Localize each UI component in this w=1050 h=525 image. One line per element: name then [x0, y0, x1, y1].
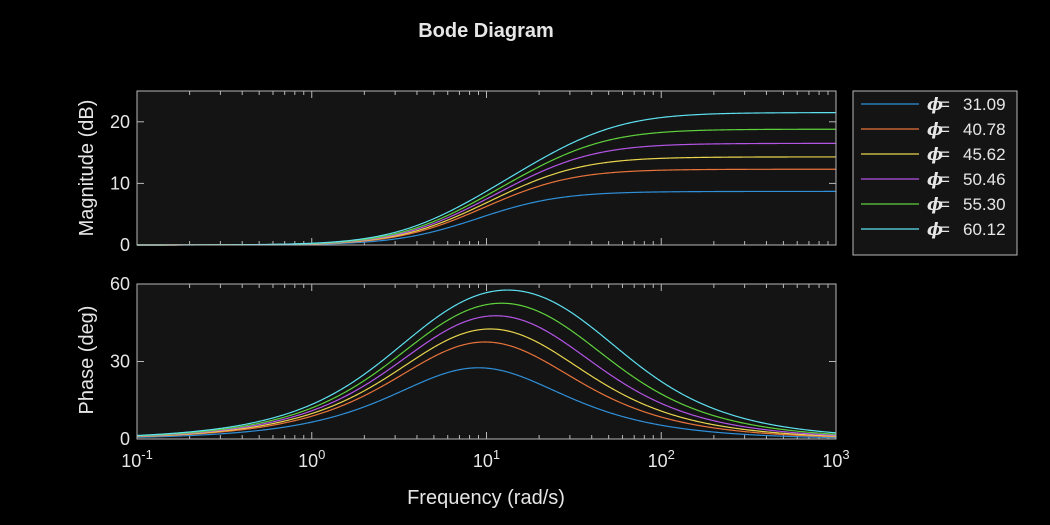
magnitude-y-axis-label: Magnitude (dB)	[76, 100, 98, 237]
legend-symbol: ϕ	[927, 170, 943, 190]
x-tick-label-exponent: -1	[141, 447, 153, 462]
chart-title: Bode Diagram	[418, 20, 554, 42]
legend-equals: =	[940, 220, 950, 239]
phase-y-axis-label: Phase (deg)	[76, 306, 98, 415]
phase-series-line-40.78	[136, 341, 837, 438]
magnitude-x-ticks	[136, 91, 829, 245]
phase-series-line-55.30	[136, 302, 837, 437]
x-tick-label-base: 10	[822, 451, 842, 471]
phase-plot-area	[137, 284, 836, 439]
legend-equals: =	[940, 170, 950, 189]
x-tick-label-exponent: 0	[318, 447, 325, 462]
legend-label: 45.62	[963, 145, 1006, 164]
magnitude-y-ticks: 0 10 20	[110, 112, 836, 255]
x-tick-label-base: 10	[648, 451, 668, 471]
magnitude-y-tick-label: 10	[110, 173, 130, 193]
legend-box	[852, 90, 1018, 256]
legend-symbol: ϕ	[927, 195, 943, 215]
phase-y-tick-label: 0	[120, 429, 130, 449]
phase-axes-frame	[136, 283, 837, 440]
x-tick-label: 10-1	[121, 447, 153, 471]
phase-series	[136, 289, 837, 439]
phase-y-ticks: 0 30 60	[110, 274, 836, 449]
legend-symbol: ϕ	[927, 220, 943, 240]
legend-label: 50.46	[963, 170, 1006, 189]
legend-label: 55.30	[963, 195, 1006, 214]
phase-series-line-31.09	[136, 367, 837, 439]
x-tick-label-exponent: 2	[668, 447, 675, 462]
legend-label: 60.12	[963, 220, 1006, 239]
x-tick-label-base: 10	[121, 451, 141, 471]
legend-item: ϕ= 31.09	[861, 95, 1006, 115]
phase-y-tick-label: 30	[110, 352, 130, 372]
legend-label: 40.78	[963, 120, 1006, 139]
x-tick-label-base: 10	[298, 451, 318, 471]
legend-label: 31.09	[963, 95, 1006, 114]
magnitude-y-tick-label: 0	[120, 235, 130, 255]
legend-equals: =	[940, 145, 950, 164]
x-tick-labels: 10-1 100 101 102 103	[121, 447, 849, 471]
legend-equals: =	[940, 195, 950, 214]
phase-series-line-60.12	[136, 289, 837, 437]
legend-item: ϕ= 60.12	[861, 220, 1006, 240]
phase-series-line-45.62	[136, 328, 837, 438]
phase-x-ticks	[136, 284, 829, 439]
x-tick-label-base: 10	[473, 451, 493, 471]
phase-y-tick-label: 60	[110, 274, 130, 294]
legend-symbol: ϕ	[927, 120, 943, 140]
x-tick-label: 102	[648, 447, 675, 471]
legend-item: ϕ= 55.30	[861, 195, 1006, 215]
legend-item: ϕ= 40.78	[861, 120, 1006, 140]
magnitude-axes-frame	[136, 90, 837, 246]
phase-series-line-50.46	[136, 315, 837, 437]
legend-symbol: ϕ	[927, 95, 943, 115]
x-tick-label: 101	[473, 447, 500, 471]
legend-equals: =	[940, 120, 950, 139]
legend-equals: =	[940, 95, 950, 114]
legend-item: ϕ= 45.62	[861, 145, 1006, 165]
x-tick-label-exponent: 1	[493, 447, 500, 462]
legend: ϕ= 31.09ϕ= 40.78ϕ= 45.62ϕ= 50.46ϕ= 55.30ϕ= 60.…	[852, 90, 1018, 256]
x-tick-label: 103	[822, 447, 849, 471]
legend-symbol: ϕ	[927, 145, 943, 165]
legend-item: ϕ= 50.46	[861, 170, 1006, 190]
x-tick-label: 100	[298, 447, 325, 471]
magnitude-y-tick-label: 20	[110, 112, 130, 132]
magnitude-plot-area	[137, 91, 836, 245]
x-tick-label-exponent: 3	[842, 447, 849, 462]
magnitude-panel: 0 10 20	[110, 90, 837, 255]
phase-panel: 0 30 60	[110, 274, 837, 449]
x-axis-label: Frequency (rad/s)	[407, 487, 565, 509]
